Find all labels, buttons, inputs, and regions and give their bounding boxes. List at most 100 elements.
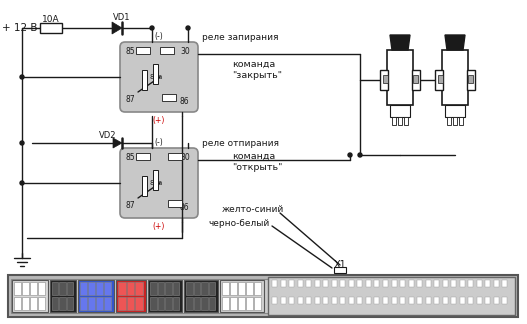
Bar <box>477 297 482 304</box>
Bar <box>230 282 237 295</box>
Polygon shape <box>113 138 122 148</box>
Bar <box>357 280 363 287</box>
Bar <box>30 282 37 295</box>
Bar <box>118 297 125 310</box>
Text: команда
"открыть": команда "открыть" <box>232 152 282 172</box>
Bar <box>52 282 58 295</box>
Bar <box>460 280 465 287</box>
Bar <box>22 297 29 310</box>
Bar <box>135 282 143 295</box>
Bar <box>88 282 95 295</box>
Bar <box>186 282 192 295</box>
Bar <box>158 282 164 295</box>
Text: (-): (-) <box>154 137 163 146</box>
Bar <box>502 280 508 287</box>
Bar <box>162 94 176 101</box>
Bar <box>222 282 229 295</box>
Bar <box>96 282 103 295</box>
Bar <box>434 280 439 287</box>
Bar <box>443 297 448 304</box>
Bar <box>148 280 182 312</box>
Bar <box>494 297 499 304</box>
Polygon shape <box>390 35 410 50</box>
Bar <box>153 170 158 190</box>
Bar <box>126 282 134 295</box>
Bar <box>468 75 473 83</box>
Bar <box>298 280 302 287</box>
Bar <box>165 297 171 310</box>
Bar <box>383 297 388 304</box>
Bar <box>387 50 413 105</box>
Bar <box>254 282 261 295</box>
Bar <box>460 297 465 304</box>
Bar <box>289 297 294 304</box>
Bar <box>323 297 328 304</box>
Bar <box>442 50 468 105</box>
Bar <box>451 280 456 287</box>
Bar <box>22 282 29 295</box>
Bar <box>374 297 379 304</box>
Bar <box>357 297 363 304</box>
Bar <box>135 297 143 310</box>
Text: 85: 85 <box>126 154 135 163</box>
Bar <box>38 282 45 295</box>
Bar <box>142 176 147 196</box>
Circle shape <box>358 153 362 157</box>
Bar <box>477 280 482 287</box>
Bar <box>469 280 473 287</box>
Bar <box>485 297 491 304</box>
Bar <box>136 153 150 160</box>
Bar <box>209 282 215 295</box>
Bar <box>390 105 410 117</box>
Bar <box>193 297 200 310</box>
Bar <box>445 105 465 117</box>
Bar <box>268 277 515 315</box>
Polygon shape <box>112 22 122 34</box>
Bar <box>238 282 245 295</box>
Bar <box>451 297 456 304</box>
Bar <box>80 297 87 310</box>
Text: 87a: 87a <box>149 180 163 186</box>
Bar <box>254 297 261 310</box>
Bar <box>220 280 264 312</box>
Bar <box>153 64 158 84</box>
Bar <box>408 297 414 304</box>
Bar <box>104 282 111 295</box>
Text: + 12 В: + 12 В <box>2 23 37 33</box>
Bar <box>392 280 396 287</box>
Bar <box>469 297 473 304</box>
Circle shape <box>20 75 24 79</box>
Bar <box>426 280 431 287</box>
Bar <box>438 75 443 83</box>
Bar <box>136 47 150 54</box>
Text: (+): (+) <box>153 115 165 124</box>
Text: 86: 86 <box>180 203 190 213</box>
Bar <box>14 282 21 295</box>
Bar <box>380 70 388 90</box>
Bar <box>366 297 371 304</box>
Circle shape <box>20 181 24 185</box>
FancyBboxPatch shape <box>120 42 198 112</box>
Bar <box>60 297 66 310</box>
Bar <box>272 280 277 287</box>
Bar <box>408 280 414 287</box>
Bar <box>435 70 443 90</box>
Bar <box>165 282 171 295</box>
Bar <box>160 47 174 54</box>
Bar <box>315 280 320 287</box>
Bar <box>158 297 164 310</box>
Bar <box>398 117 402 125</box>
Text: 87a: 87a <box>149 74 163 80</box>
Text: 30: 30 <box>180 154 190 163</box>
Bar <box>222 297 229 310</box>
Bar <box>349 280 354 287</box>
Text: 87: 87 <box>126 96 135 105</box>
Bar <box>306 297 311 304</box>
Circle shape <box>150 26 154 30</box>
Text: желто-синий: желто-синий <box>222 205 284 214</box>
Bar <box>298 297 302 304</box>
Bar <box>30 297 37 310</box>
Bar <box>392 297 396 304</box>
Bar <box>168 200 182 207</box>
Bar <box>67 297 73 310</box>
